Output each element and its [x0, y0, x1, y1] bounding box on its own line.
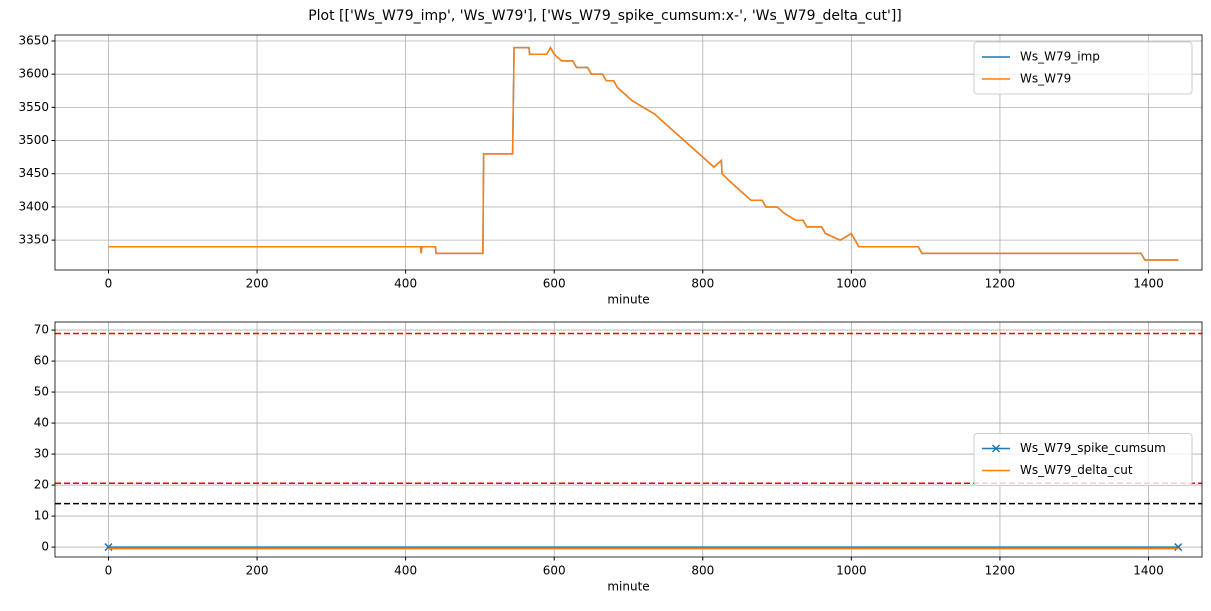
x-tick-label: 200	[246, 564, 269, 578]
y-tick-label: 0	[41, 540, 49, 554]
x-tick-label: 200	[246, 277, 269, 291]
x-tick-label: 1200	[985, 277, 1016, 291]
x-tick-label: 400	[394, 277, 417, 291]
x-axis-label: minute	[607, 580, 649, 594]
y-tick-label: 50	[34, 385, 49, 399]
axes-frame	[54, 321, 1203, 558]
legend-label: Ws_W79	[1020, 72, 1071, 86]
legend-label: Ws_W79_spike_cumsum	[1020, 441, 1166, 455]
figure-title: Plot [['Ws_W79_imp', 'Ws_W79'], ['Ws_W79…	[308, 8, 902, 24]
y-tick-label: 3650	[18, 33, 49, 47]
marker	[104, 543, 113, 552]
x-tick-label: 1000	[836, 564, 867, 578]
axes-frame	[54, 34, 1203, 271]
x-tick-label: 600	[543, 564, 566, 578]
x-tick-label: 600	[543, 277, 566, 291]
legend-label: Ws_W79_imp	[1020, 50, 1100, 64]
x-tick-label: 400	[394, 564, 417, 578]
y-tick-label: 3350	[18, 233, 49, 247]
legend-label: Ws_W79_delta_cut	[1020, 463, 1133, 477]
x-tick-label: 0	[105, 564, 113, 578]
x-axis-label: minute	[607, 293, 649, 307]
y-tick-label: 10	[34, 509, 49, 523]
x-tick-label: 800	[691, 564, 714, 578]
y-tick-label: 40	[34, 416, 49, 430]
x-tick-label: 800	[691, 277, 714, 291]
legend-marker	[991, 444, 1001, 453]
x-tick-label: 1400	[1133, 277, 1164, 291]
legend: Ws_W79_imp Ws_W79	[973, 41, 1193, 95]
x-tick-label: 1200	[985, 564, 1016, 578]
y-tick-label: 30	[34, 447, 49, 461]
x-tick-label: 1000	[836, 277, 867, 291]
legend: Ws_W79_spike_cumsum Ws_W79_delta_cut	[973, 433, 1193, 486]
y-tick-label: 60	[34, 354, 49, 368]
y-tick-label: 3500	[18, 133, 49, 147]
series-line	[108, 46, 1179, 261]
y-tick-label: 20	[34, 478, 49, 492]
marker	[1174, 543, 1183, 552]
y-tick-label: 3600	[18, 67, 49, 81]
x-tick-label: 0	[105, 277, 113, 291]
y-tick-label: 3550	[18, 100, 49, 114]
x-tick-label: 1400	[1133, 564, 1164, 578]
y-tick-label: 70	[34, 323, 49, 337]
legend-frame	[973, 433, 1193, 486]
y-tick-label: 3400	[18, 199, 49, 213]
y-tick-label: 3450	[18, 166, 49, 180]
legend-frame	[973, 41, 1193, 95]
